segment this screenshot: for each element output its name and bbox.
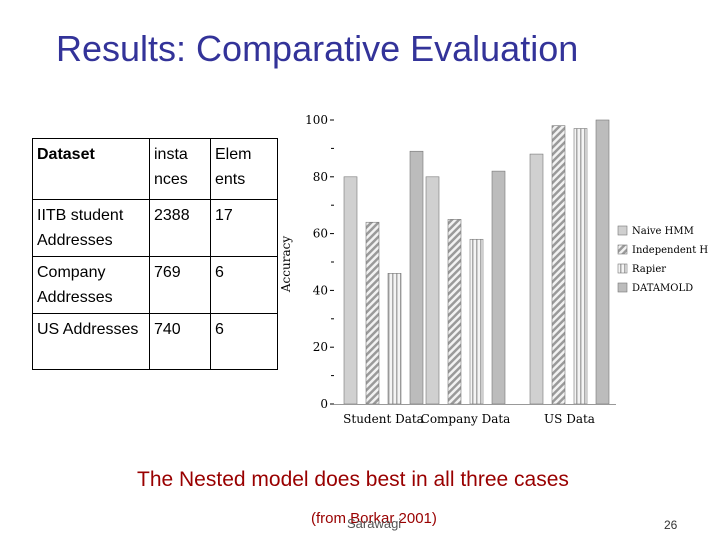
legend-swatch — [617, 282, 628, 293]
table-row: IITB student Addresses 2388 17 — [32, 199, 278, 257]
legend-label: Naive HMM — [632, 226, 694, 237]
table-cell: 6 — [210, 313, 278, 370]
x-tick-label: Student Data — [343, 412, 424, 426]
legend-swatch — [617, 244, 628, 255]
table-header-cell: insta nces — [149, 138, 211, 200]
table-header-cell: Elem ents — [210, 138, 278, 200]
bar — [595, 119, 610, 405]
x-tick-label: US Data — [544, 412, 595, 426]
table-cell: US Addresses — [32, 313, 150, 370]
bar — [447, 219, 462, 405]
legend-label: Independent HMM — [632, 245, 708, 256]
bars-group — [343, 119, 610, 405]
legend-label: DATAMOLD — [632, 283, 693, 294]
bar — [491, 170, 506, 405]
bar — [425, 176, 440, 405]
y-tick-label: 0 — [320, 397, 328, 411]
y-axis-label: Accuracy — [279, 236, 293, 293]
y-axis: 0 20 40 60 80 100 — [305, 113, 334, 411]
table-cell: 2388 — [149, 199, 211, 257]
table-header-cell: Dataset — [32, 138, 150, 200]
bar — [469, 238, 484, 405]
legend: Naive HMM Independent HMM Rapier DATAMOLD — [617, 225, 708, 294]
legend-label: Rapier — [632, 264, 666, 275]
table-cell: 769 — [149, 256, 211, 314]
accuracy-bar-chart: 0 20 40 60 80 100 Accuracy Student DataCompan… — [279, 113, 708, 426]
source-citation: (from Borkar 2001) — [311, 510, 437, 527]
y-tick-label: 40 — [313, 283, 328, 297]
table-cell: 740 — [149, 313, 211, 370]
table-header-row: Dataset insta nces Elem ents — [32, 138, 278, 200]
legend-swatch — [617, 263, 628, 274]
y-tick-label: 60 — [313, 227, 328, 241]
caption-text: The Nested model does best in all three … — [137, 468, 569, 491]
legend-swatch — [617, 225, 628, 236]
bar — [573, 128, 588, 405]
bar — [409, 150, 424, 405]
table-cell: 6 — [210, 256, 278, 314]
table-cell: 17 — [210, 199, 278, 257]
bar — [551, 125, 566, 405]
page-number: 26 — [664, 518, 678, 532]
bar — [387, 273, 402, 405]
y-tick-label: 20 — [313, 340, 328, 354]
x-tick-label: Company Data — [421, 412, 511, 426]
y-tick-label: 100 — [305, 113, 328, 127]
table-row: US Addresses 740 6 — [32, 313, 278, 370]
bar — [343, 176, 358, 405]
table-cell: Company Addresses — [32, 256, 150, 314]
author-name: Sarawagi — [347, 516, 402, 531]
bar — [365, 221, 380, 405]
table-cell: IITB student Addresses — [32, 199, 150, 257]
table-row: Company Addresses 769 6 — [32, 256, 278, 314]
dataset-table: Dataset insta nces Elem ents IITB studen… — [32, 138, 278, 370]
slide-title: Results: Comparative Evaluation — [56, 28, 579, 69]
y-tick-label: 80 — [313, 170, 328, 184]
bar — [529, 153, 544, 405]
